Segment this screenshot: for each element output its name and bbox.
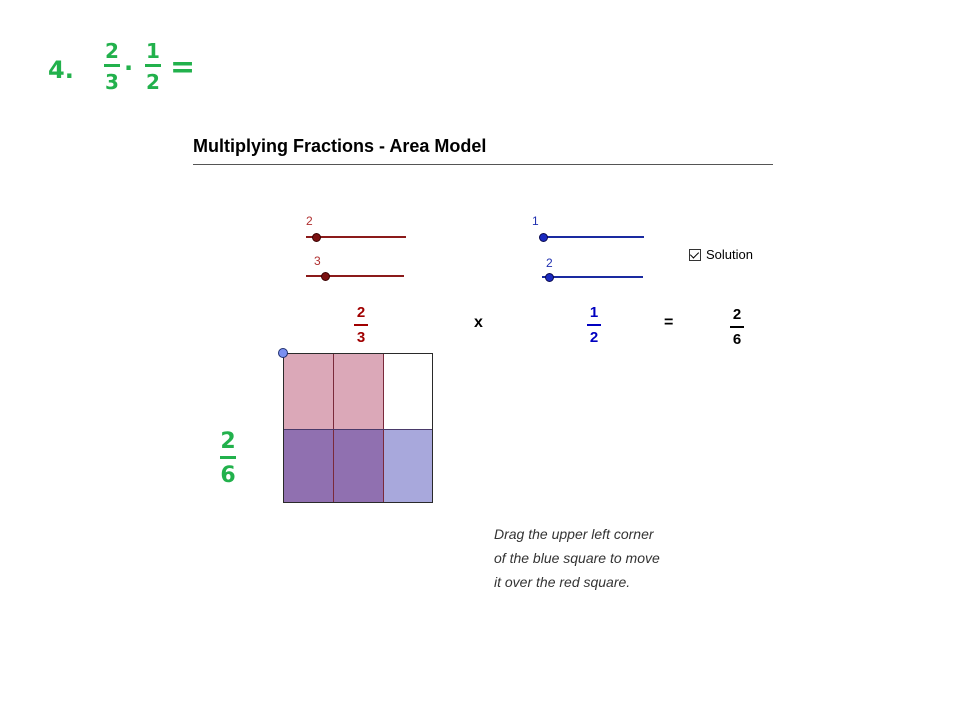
result-fraction: 2 6 xyxy=(725,306,749,348)
instruction-line: of the blue square to move xyxy=(494,546,660,570)
red-numerator-slider-value: 2 xyxy=(306,214,313,228)
red-numerator-slider-knob[interactable] xyxy=(312,233,321,242)
multiply-dot: · xyxy=(124,54,133,82)
fraction-bar xyxy=(145,64,161,67)
grid-cell-blue xyxy=(383,429,432,502)
blue-numerator-slider-value: 1 xyxy=(532,214,539,228)
denominator: 3 xyxy=(105,70,119,94)
times-sign: x xyxy=(474,314,483,332)
equals-sign: = xyxy=(664,314,673,332)
solution-checkbox-label[interactable]: Solution xyxy=(706,247,753,262)
denominator: 6 xyxy=(733,331,741,348)
grid-cell-red xyxy=(284,354,333,429)
area-model-grid xyxy=(283,353,433,503)
instruction-line: it over the red square. xyxy=(494,570,660,594)
applet-title: Multiplying Fractions - Area Model xyxy=(193,136,486,157)
problem-number: 4. xyxy=(48,56,74,84)
solution-checkbox[interactable] xyxy=(689,249,701,261)
fraction-bar xyxy=(104,64,120,67)
fraction-bar xyxy=(354,324,368,326)
instructions: Drag the upper left corner of the blue s… xyxy=(494,522,660,594)
numerator: 1 xyxy=(146,39,160,63)
numerator: 2 xyxy=(357,304,365,321)
numerator: 2 xyxy=(220,429,235,454)
blue-denominator-slider-value: 2 xyxy=(546,256,553,270)
grid-divider-vertical xyxy=(383,354,384,502)
problem-fraction-b: 1 2 xyxy=(140,40,166,93)
grid-cell-red xyxy=(333,354,383,429)
denominator: 3 xyxy=(357,329,365,346)
fraction-bar xyxy=(587,324,601,326)
grid-cell-empty xyxy=(383,354,432,429)
blue-numerator-slider-knob[interactable] xyxy=(539,233,548,242)
grid-divider-vertical xyxy=(333,354,334,502)
numerator: 2 xyxy=(733,306,741,323)
grid-divider-horizontal xyxy=(284,429,432,430)
red-denominator-slider-knob[interactable] xyxy=(321,272,330,281)
grid-cell-overlap xyxy=(333,429,383,502)
area-answer-fraction: 2 6 xyxy=(215,430,241,488)
blue-fraction: 1 2 xyxy=(582,304,606,346)
blue-denominator-slider-track[interactable] xyxy=(542,276,643,278)
red-denominator-slider-value: 3 xyxy=(314,254,321,268)
numerator: 2 xyxy=(105,39,119,63)
title-divider xyxy=(193,164,773,165)
denominator: 2 xyxy=(590,329,598,346)
fraction-bar xyxy=(220,456,236,459)
blue-square-drag-handle[interactable] xyxy=(278,348,288,358)
red-fraction: 2 3 xyxy=(349,304,373,346)
numerator: 1 xyxy=(590,304,598,321)
fraction-bar xyxy=(730,326,744,328)
grid-cell-overlap xyxy=(284,429,333,502)
red-numerator-slider-track[interactable] xyxy=(306,236,406,238)
instruction-line: Drag the upper left corner xyxy=(494,522,660,546)
denominator: 6 xyxy=(220,463,235,488)
denominator: 2 xyxy=(146,70,160,94)
problem-equals: = xyxy=(170,50,195,85)
problem-fraction-a: 2 3 xyxy=(99,40,125,93)
blue-numerator-slider-track[interactable] xyxy=(540,236,644,238)
blue-denominator-slider-knob[interactable] xyxy=(545,273,554,282)
